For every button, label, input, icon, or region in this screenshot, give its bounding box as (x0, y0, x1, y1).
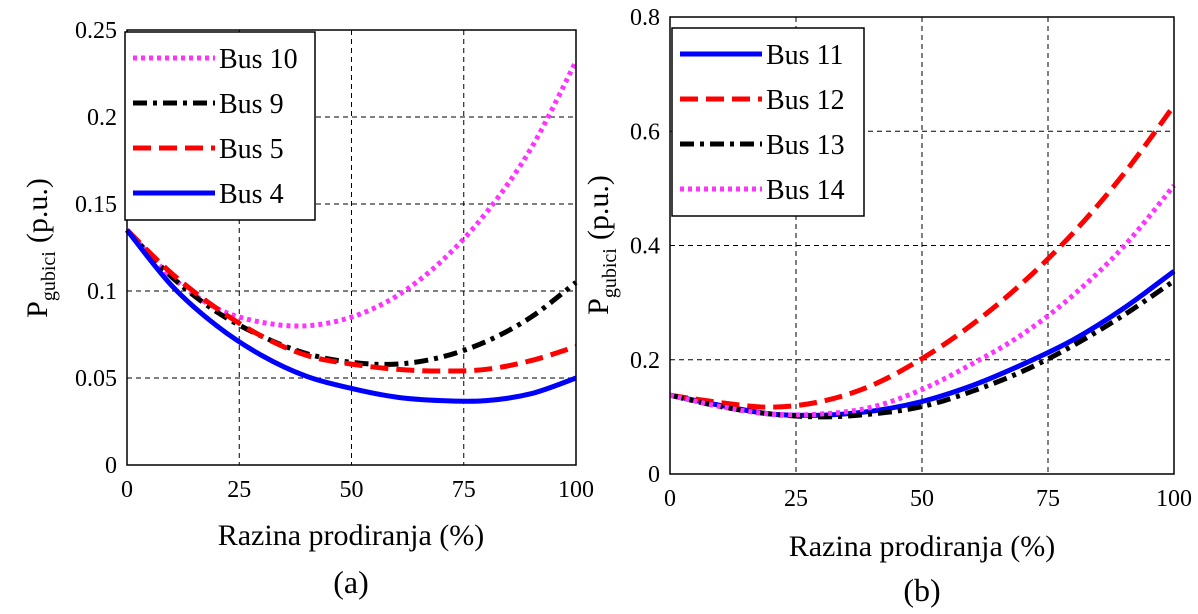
legend-label: Bus 4 (219, 179, 284, 210)
y-axis-title-unit-b: (p.u.) (582, 175, 615, 240)
x-tick-label: 50 (910, 486, 934, 512)
x-tick-label: 25 (227, 477, 251, 503)
caption-b: (b) (903, 572, 940, 608)
plot-frame-a (126, 29, 577, 466)
x-tick-label: 0 (121, 477, 133, 503)
legend-box (671, 27, 865, 217)
y-tick-label: 0.05 (75, 366, 117, 392)
plot-frame-b (669, 16, 1175, 475)
series-lines-a (125, 60, 579, 404)
legend-label: Bus 14 (766, 175, 845, 206)
y-tick-label: 0.25 (75, 18, 117, 44)
x-axis-title-b: Razina prodiranja (%) (789, 530, 1056, 563)
y-axis-title-main-a: P (21, 301, 54, 318)
y-tick-label: 0.6 (630, 119, 660, 145)
legend-box (124, 31, 316, 221)
legend-label: Bus 10 (219, 44, 298, 75)
legend-label: Bus 9 (219, 89, 284, 120)
y-axis-title-main-b: P (582, 298, 615, 315)
legend-a: Bus 10 Bus 9 Bus 5 Bus 4 (124, 31, 316, 221)
x-ticks-b: 0 25 50 75 100 (664, 486, 1192, 512)
y-axis-title-sub-a: gubici (38, 251, 60, 301)
y-axis-title-a: Pgubici (p.u.) (21, 178, 60, 318)
series-line-bus-14 (669, 183, 1176, 418)
x-tick-label: 50 (340, 477, 364, 503)
series-line-bus-9 (125, 228, 578, 367)
caption-a: (a) (333, 564, 369, 600)
legend-b: Bus 11 Bus 12 Bus 13 Bus 14 (671, 27, 865, 217)
series-line-bus-11 (669, 269, 1176, 418)
y-tick-label: 0.1 (87, 279, 117, 305)
legend-label: Bus 5 (219, 134, 284, 165)
y-tick-label: 0.2 (630, 348, 660, 374)
y-tick-label: 0 (105, 453, 117, 479)
x-tick-label: 100 (558, 477, 594, 503)
x-tick-label: 25 (784, 486, 808, 512)
series-line-bus-5 (125, 228, 577, 374)
x-tick-label: 75 (452, 477, 476, 503)
x-ticks-a: 0 25 50 75 100 (121, 477, 594, 503)
y-axis-title-b: Pgubici (p.u.) (582, 175, 621, 315)
x-tick-label: 0 (664, 486, 676, 512)
x-tick-label: 100 (1156, 486, 1192, 512)
series-line-bus-12 (669, 104, 1177, 410)
y-tick-label: 0.2 (87, 105, 117, 131)
series-lines-b (669, 104, 1177, 420)
y-tick-label: 0.8 (630, 5, 660, 31)
x-tick-label: 75 (1036, 486, 1060, 512)
x-axis-title-a: Razina prodiranja (%) (218, 519, 485, 552)
y-ticks-b: 0 0.2 0.4 0.6 0.8 (630, 5, 660, 488)
y-tick-label: 0.15 (75, 192, 117, 218)
y-tick-label: 0 (648, 462, 660, 488)
y-tick-label: 0.4 (630, 234, 660, 260)
chart-a: 00.050.10.150.20.25 0 25 50 75 100 Bus 10Bus… (21, 18, 594, 600)
legend-label: Bus 12 (766, 85, 845, 116)
y-axis-title-unit-a: (p.u.) (21, 178, 54, 243)
y-ticks-a: 0 0.05 0.1 0.15 0.2 0.25 (75, 18, 117, 479)
legend-label: Bus 11 (766, 40, 844, 71)
series-line-bus-4 (125, 228, 577, 404)
y-axis-title-sub-b: gubici (599, 248, 621, 298)
legend-label: Bus 13 (766, 130, 845, 161)
